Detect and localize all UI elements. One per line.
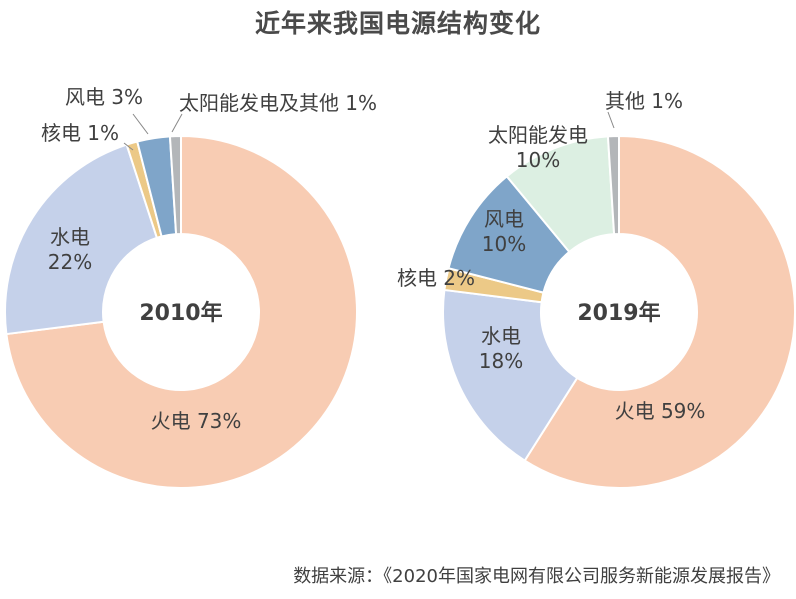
slice-太阳能发电及其他 [168, 134, 182, 236]
slice-label-核电: 核电 1% [41, 121, 119, 145]
donut-chart-1: 火电 59% 水电 18% 核电 2% 风电 10% 太阳能发电 10% 其他 1% 2019年 [397, 89, 796, 489]
slice-label-核电: 核电 2% [397, 266, 475, 290]
slice-水电 [4, 143, 159, 336]
chart-title: 近年来我国电源结构变化 [254, 9, 541, 38]
slice-label-风电: 风电 3% [65, 85, 143, 109]
slice-label-水电: 水电 22% [48, 225, 92, 274]
leader-line-核电 [123, 142, 134, 151]
leader-line-太阳能发电及其他 [171, 113, 183, 133]
slice-label-火电: 火电 73% [151, 409, 242, 433]
leader-line-风电 [132, 113, 149, 135]
slice-火电 [523, 134, 796, 489]
donut-chart-0: 火电 73% 水电 22% 核电 1% 风电 3% 太阳能发电及其他 1% 2010年 [4, 85, 377, 489]
center-year-label: 2019年 [577, 300, 660, 326]
leader-line-其他 [607, 111, 615, 129]
slice-label-其他: 其他 1% [605, 89, 683, 113]
center-year-label: 2010年 [139, 300, 222, 326]
slice-label-火电: 火电 59% [615, 399, 706, 423]
slice-其他 [606, 134, 620, 236]
slice-label-风电: 风电 10% [482, 207, 526, 256]
slice-水电 [442, 288, 579, 462]
slice-label-太阳能发电及其他: 太阳能发电及其他 1% [179, 91, 377, 115]
slice-火电 [5, 134, 358, 489]
data-source-note: 数据来源：《2020年国家电网有限公司服务新能源发展报告》 [293, 566, 780, 587]
slice-label-水电: 水电 18% [479, 324, 523, 373]
slice-label-太阳能发电: 太阳能发电 10% [488, 123, 588, 172]
